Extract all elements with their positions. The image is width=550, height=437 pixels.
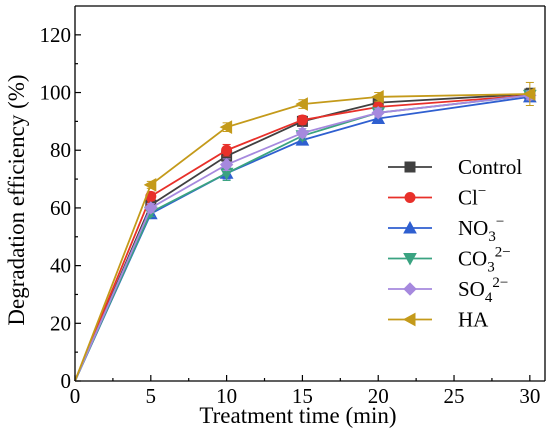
series-layer <box>74 81 537 382</box>
data-point <box>221 144 233 156</box>
legend-label: Cl− <box>458 184 486 210</box>
y-tick-label: 100 <box>40 81 72 105</box>
data-point <box>219 120 233 134</box>
legend-label-base: HA <box>458 308 489 332</box>
legend-label-superscript: 2− <box>492 275 508 291</box>
x-tick-label: 15 <box>292 384 313 408</box>
legend-item: Control <box>388 155 522 179</box>
data-point <box>295 126 310 140</box>
data-point <box>371 106 385 120</box>
series-line <box>74 93 530 382</box>
legend-marker <box>404 192 416 203</box>
legend-label-subscript: 3 <box>488 229 496 245</box>
legend-marker <box>402 312 416 327</box>
legend-item: Cl− <box>388 184 486 210</box>
legend-item: NO3− <box>388 214 504 245</box>
data-point <box>296 114 308 126</box>
legend-marker <box>403 253 417 266</box>
y-axis-title: Degradation efficiency (%) <box>4 74 29 325</box>
legend-label-base: SO <box>458 277 485 301</box>
y-tick-label: 40 <box>50 254 71 278</box>
legend-label-subscript: 4 <box>485 290 493 306</box>
x-tick-label: 0 <box>70 384 81 408</box>
data-point <box>144 201 158 215</box>
legend-item: HA <box>388 308 489 332</box>
series-line <box>74 94 530 382</box>
series-line <box>74 93 530 382</box>
data-point <box>143 178 157 192</box>
legend-label-base: Cl <box>458 186 478 210</box>
legend-item: CO32− <box>388 245 511 276</box>
series-line <box>74 94 530 382</box>
legend-label: HA <box>458 308 489 332</box>
data-point <box>522 87 536 101</box>
legend-label-base: NO <box>458 216 488 240</box>
legend-marker <box>403 220 417 234</box>
y-tick-label: 80 <box>50 138 71 162</box>
legend-label-superscript: − <box>496 214 504 230</box>
legend-label-superscript: 2− <box>495 245 511 261</box>
legend-marker <box>404 161 416 173</box>
legend-label: Control <box>458 155 522 179</box>
legend-item: SO42− <box>388 275 508 306</box>
x-tick-label: 25 <box>444 384 465 408</box>
data-point <box>371 90 384 104</box>
x-tick-label: 5 <box>146 384 157 408</box>
x-tick-label: 30 <box>519 384 540 408</box>
legend-label: SO42− <box>458 275 508 306</box>
y-tick-label: 60 <box>50 196 71 220</box>
y-tick-label: 120 <box>40 23 72 47</box>
data-point <box>295 97 308 111</box>
legend-marker <box>403 282 417 296</box>
legend-label-base: Control <box>458 155 522 179</box>
axes-layer <box>74 5 546 382</box>
data-point <box>219 157 234 172</box>
x-tick-label: 10 <box>216 384 237 408</box>
x-tick-label: 20 <box>368 384 389 408</box>
legend-label: CO32− <box>458 245 511 276</box>
y-tick-label: 20 <box>50 311 71 335</box>
series-ha <box>74 81 536 382</box>
legend-label-base: CO <box>458 247 487 271</box>
legend-label: NO3− <box>458 214 504 245</box>
x-axis-title: Treatment time (min) <box>199 403 396 428</box>
legend-label-superscript: − <box>478 184 486 200</box>
legend-label-subscript: 3 <box>487 260 495 276</box>
y-tick-label: 0 <box>61 369 72 393</box>
